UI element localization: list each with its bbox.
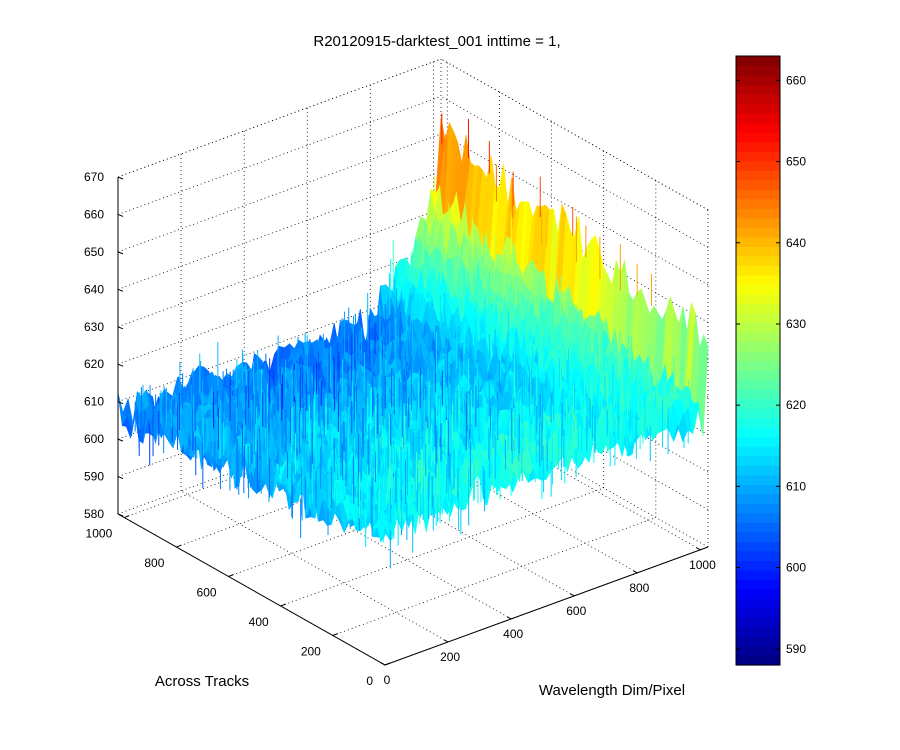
surface-mesh [117, 113, 709, 569]
